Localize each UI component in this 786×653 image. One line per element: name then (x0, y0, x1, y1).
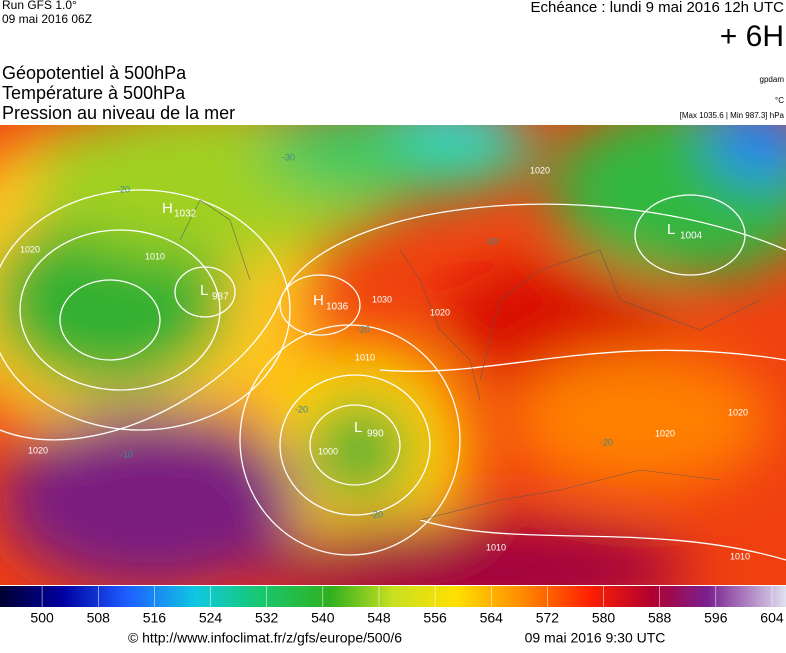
pressure-center-letter: H (162, 200, 173, 217)
colorbar-tick-label: 508 (87, 610, 111, 626)
map: H 1032 L 987 H 1036 L 990 L 1004 1020 10… (0, 125, 786, 585)
pressure-center-value: 1004 (680, 231, 703, 242)
colorbar-tick-label: 572 (536, 610, 560, 626)
title: Géopotentiel à 500hPa (2, 63, 187, 83)
colorbar (0, 586, 786, 607)
isobar-label: 1020 (430, 307, 450, 317)
isobar-label: 1010 (486, 542, 506, 552)
title: Température à 500hPa (2, 83, 186, 103)
pressure-center-value: 990 (367, 429, 384, 440)
pressure-center-value: 987 (212, 292, 229, 303)
unit: °C (775, 96, 784, 105)
pressure-center-value: 1032 (174, 209, 197, 220)
issued: 09 mai 2016 9:30 UTC (525, 630, 666, 646)
temperature-label: -20 (117, 184, 130, 194)
colorbar-tick-label: 556 (423, 610, 447, 626)
isobar-label: 1020 (20, 244, 40, 254)
temperature-label: -20 (370, 509, 383, 519)
source: © http://www.infoclimat.fr/z/gfs/europe/… (128, 630, 402, 646)
colorbar-tick-label: 524 (199, 610, 223, 626)
isobar-label: 1020 (728, 407, 748, 417)
isobar-label: 1020 (655, 428, 675, 438)
isobar-label: 1010 (355, 352, 375, 362)
temperature-label: -20 (600, 437, 613, 447)
unit: [Max 1035.6 | Min 987.3] hPa (680, 111, 785, 120)
colorbar-tick-label: 604 (760, 610, 784, 626)
pressure-center-value: 1036 (326, 302, 349, 313)
isobar-label: 1020 (28, 445, 48, 455)
temperature-label: -30 (485, 236, 498, 246)
colorbar-tick-label: 588 (648, 610, 672, 626)
colorbar-tick-label: 532 (255, 610, 279, 626)
colorbar-tick-label: 564 (480, 610, 504, 626)
isobar-label: 1010 (730, 551, 750, 561)
echeance: Echéance : lundi 9 mai 2016 12h UTC (531, 0, 785, 16)
colorbar-tick-label: 500 (30, 610, 54, 626)
isobar-label: 1020 (530, 165, 550, 175)
offset: + 6H (720, 20, 784, 53)
colorbar-tick-label: 540 (311, 610, 335, 626)
isobar-label: 1000 (318, 446, 338, 456)
pressure-center-letter: L (354, 419, 362, 436)
colorbar-tick-label: 596 (704, 610, 728, 626)
temperature-label: -20 (295, 404, 308, 414)
colorbar-tick-label: 548 (367, 610, 391, 626)
temperature-label: -10 (120, 449, 133, 459)
temperature-label: -30 (282, 152, 295, 162)
run: Run GFS 1.0° (2, 0, 77, 12)
title: Pression au niveau de la mer (2, 103, 235, 123)
colorbar-tick-label: 580 (592, 610, 616, 626)
isobar-label: 1030 (372, 294, 392, 304)
pressure-center-letter: H (313, 292, 324, 309)
isobar-label: 1010 (145, 251, 165, 261)
colorbar-tick-label: 516 (143, 610, 167, 626)
temperature-label: -20 (357, 324, 370, 334)
colorbar-ticks: 500 508 516 524 532 540 548 556 564 572 580 588 596 6… (30, 586, 784, 626)
pressure-center-letter: L (200, 282, 208, 299)
pressure-center-letter: L (667, 221, 675, 238)
run-date: 09 mai 2016 06Z (2, 12, 92, 26)
unit: gpdam (760, 75, 785, 84)
